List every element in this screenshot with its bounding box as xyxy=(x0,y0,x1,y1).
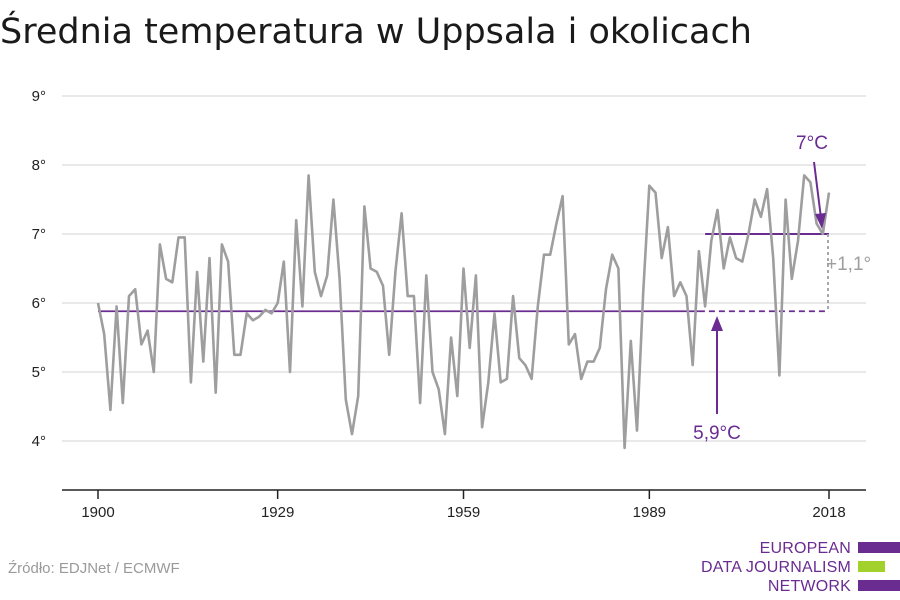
logo-bar-purple-2 xyxy=(858,580,900,591)
chart-title: Średnia temperatura w Uppsala i okolicac… xyxy=(0,12,752,52)
y-tick-label-4: 4° xyxy=(32,433,46,450)
difference-label: +1,1° xyxy=(826,254,871,275)
series xyxy=(96,174,831,450)
y-tick-label-5: 5° xyxy=(32,364,46,381)
x-tick-label-2018: 2018 xyxy=(812,504,845,521)
recent-average-arrow-head xyxy=(815,213,826,229)
y-tick-label-8: 8° xyxy=(32,157,46,174)
logo-line-3: NETWORK xyxy=(767,578,851,595)
source-note: Źródło: EDJNet / ECMWF xyxy=(8,560,180,577)
reference-lines xyxy=(98,233,829,313)
y-axis: 4° 5° 6° 7° 8° 9° xyxy=(32,88,46,450)
y-tick-label-9: 9° xyxy=(32,88,46,105)
baseline-average-label: 5,9°C xyxy=(693,423,741,444)
x-tick-label-1929: 1929 xyxy=(261,504,294,521)
recent-average-arrow xyxy=(813,161,822,219)
y-tick-label-7: 7° xyxy=(32,226,46,243)
annotations: 7°C 5,9°C +1,1° xyxy=(693,133,871,444)
baseline-average-arrow-head xyxy=(711,316,723,331)
x-tick-label-1989: 1989 xyxy=(633,504,666,521)
logo-line-2: DATA JOURNALISM xyxy=(701,559,851,576)
y-tick-label-6: 6° xyxy=(32,295,46,312)
logo-line-1: EUROPEAN xyxy=(759,540,851,557)
logo-bar-white-gap xyxy=(885,561,900,572)
x-axis: 1900 1929 1959 1989 2018 xyxy=(62,489,866,521)
x-tick-label-1900: 1900 xyxy=(81,504,114,521)
x-tick-label-1959: 1959 xyxy=(447,504,480,521)
logo-bar-green xyxy=(858,561,885,572)
edjnet-logo: EUROPEAN DATA JOURNALISM NETWORK xyxy=(700,538,900,598)
recent-average-label: 7°C xyxy=(796,133,828,154)
logo-bar-purple-1 xyxy=(858,542,900,553)
temperature-series-line xyxy=(96,174,831,450)
